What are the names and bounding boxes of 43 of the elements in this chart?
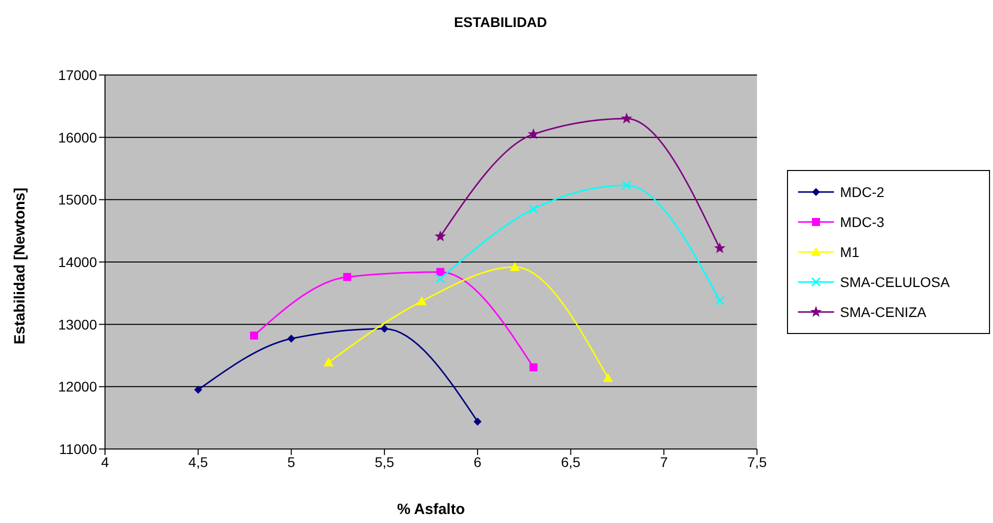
y-tick-label: 17000 xyxy=(58,66,98,83)
x-tick-label: 4 xyxy=(101,454,110,470)
point xyxy=(324,357,334,366)
point xyxy=(528,204,538,214)
point xyxy=(436,274,446,284)
point xyxy=(434,230,446,242)
point xyxy=(622,180,632,190)
x-tick-label: 5 xyxy=(287,454,296,470)
point xyxy=(474,418,482,426)
point xyxy=(510,262,520,271)
point xyxy=(416,296,427,306)
point xyxy=(714,296,724,306)
point xyxy=(287,334,296,343)
point xyxy=(250,332,258,340)
point xyxy=(714,242,726,254)
point xyxy=(436,268,444,276)
y-tick-label: 14000 xyxy=(58,254,98,270)
chart-title: ESTABILIDAD xyxy=(452,14,548,30)
point xyxy=(529,363,538,372)
y-tick-label: 15000 xyxy=(58,192,98,208)
legend-label: SMA-CELULOSA xyxy=(840,274,950,290)
point xyxy=(380,324,388,333)
x-tick-label: 6,5 xyxy=(560,454,581,470)
point xyxy=(343,272,352,281)
y-tick-label: 13000 xyxy=(58,316,98,332)
y-tick-label: 11000 xyxy=(59,440,98,457)
y-tick-label: 16000 xyxy=(58,129,98,146)
point xyxy=(528,128,540,140)
x-tick-label: 4,5 xyxy=(188,454,208,470)
legend-label: M1 xyxy=(840,244,860,260)
point xyxy=(620,112,632,124)
point xyxy=(602,372,613,382)
x-tick-label: 5,5 xyxy=(374,454,394,470)
x-tick-label: 7 xyxy=(660,454,668,470)
point xyxy=(194,386,202,394)
legend-label: SMA-CENIZA xyxy=(840,304,926,320)
y-tick-label: 12000 xyxy=(58,378,98,395)
y-axis-title: Estabilidad [Newtons] xyxy=(12,188,28,344)
x-tick-label: 7,5 xyxy=(747,454,767,470)
legend-label: MDC-2 xyxy=(840,184,884,200)
x-axis-title: % Asfalto xyxy=(396,501,466,518)
x-tick-label: 6 xyxy=(474,454,482,470)
legend-label: MDC-3 xyxy=(840,214,884,230)
